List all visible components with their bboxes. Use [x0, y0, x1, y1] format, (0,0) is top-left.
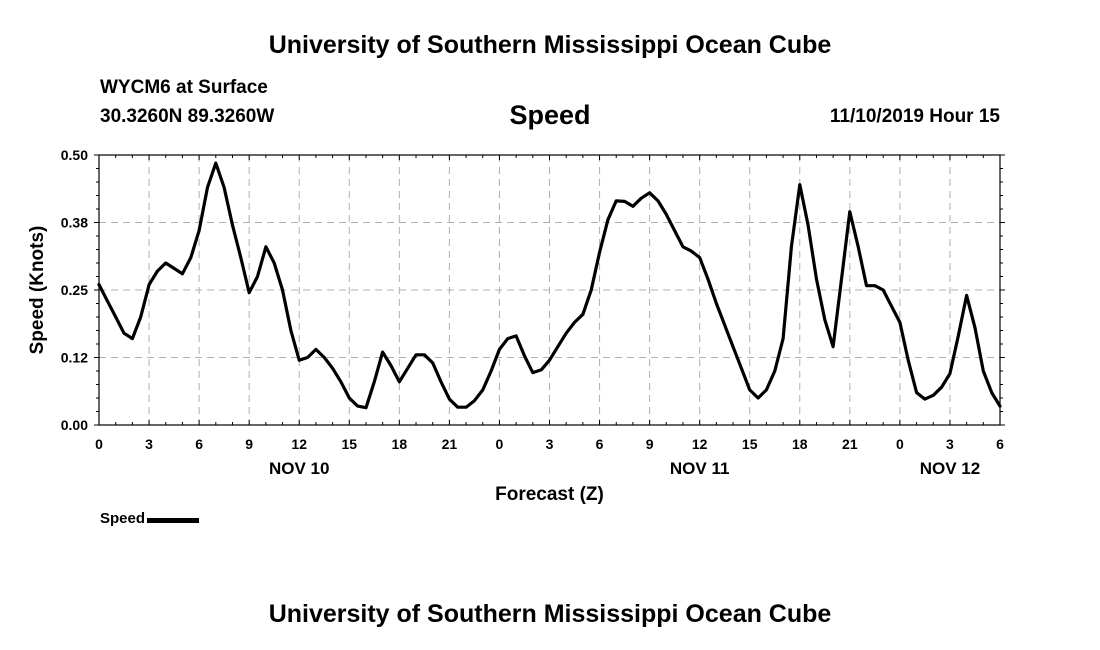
- legend-swatch: [147, 518, 200, 523]
- chart-title: University of Southern Mississippi Ocean…: [268, 31, 832, 59]
- date-label: NOV 12: [920, 459, 980, 478]
- legend-label: Speed: [100, 510, 146, 527]
- x-tick-label: 21: [442, 436, 458, 452]
- x-axis-label: Forecast (Z): [495, 484, 604, 505]
- y-axis-label: Speed (Knots): [27, 226, 48, 355]
- y-tick-label: 0.50: [61, 147, 88, 163]
- x-tick-label: 0: [95, 436, 103, 452]
- grid: [99, 155, 1000, 425]
- series-line-speed: [97, 161, 1002, 410]
- x-tick-label: 3: [546, 436, 554, 452]
- date-label: NOV 10: [269, 459, 329, 478]
- x-tick-label: 15: [341, 436, 357, 452]
- plot-frame: [98, 154, 1001, 426]
- x-tick-label: 6: [195, 436, 203, 452]
- x-tick-label: 21: [842, 436, 858, 452]
- x-tick-label: 12: [692, 436, 708, 452]
- x-tick-label: 18: [792, 436, 808, 452]
- x-tick-label: 6: [596, 436, 604, 452]
- x-tick-label: 3: [946, 436, 954, 452]
- date-labels: NOV 10 NOV 11 NOV 12: [269, 459, 980, 478]
- legend: Speed: [100, 510, 200, 527]
- y-tick-label: 0.12: [61, 350, 88, 366]
- x-tick-label: 0: [496, 436, 504, 452]
- x-tick-label: 9: [245, 436, 253, 452]
- footer-title: University of Southern Mississippi Ocean…: [268, 600, 832, 628]
- y-tick-label: 0.38: [61, 215, 88, 231]
- forecast-datetime: 11/10/2019 Hour 15: [829, 106, 1000, 127]
- x-tick-label: 3: [145, 436, 153, 452]
- x-tick-label: 6: [996, 436, 1004, 452]
- variable-title: Speed: [509, 100, 591, 130]
- x-tick-label: 9: [646, 436, 654, 452]
- y-tick-labels: 0.00 0.12 0.25 0.38 0.50: [61, 147, 88, 433]
- series-layer: [97, 161, 1002, 410]
- y-tick-label: 0.25: [61, 282, 88, 298]
- station-label: WYCM6 at Surface: [100, 77, 268, 98]
- coordinates-label: 30.3260N 89.3260W: [100, 106, 275, 127]
- date-label: NOV 11: [670, 459, 730, 478]
- x-tick-label: 15: [742, 436, 758, 452]
- x-tick-label: 18: [392, 436, 408, 452]
- x-tick-labels: 0 3 6 9 12 15 18 21 0 3 6 9 12 15 18 21 0 3 6: [95, 436, 1004, 452]
- y-tick-label: 0.00: [61, 417, 88, 433]
- x-tick-label: 0: [896, 436, 904, 452]
- x-tick-label: 12: [291, 436, 307, 452]
